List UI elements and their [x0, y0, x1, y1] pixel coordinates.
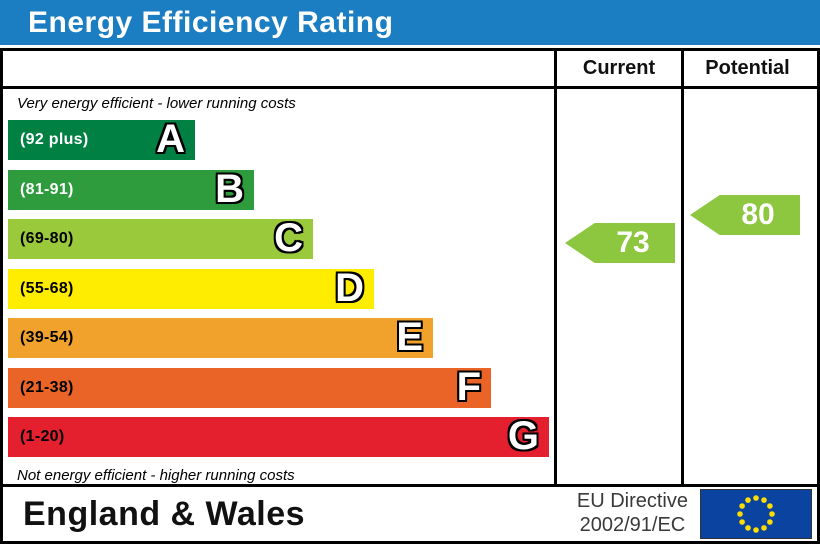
table-footer-row: England & Wales EU Directive 2002/91/EC	[3, 487, 817, 541]
band-letter: F	[456, 364, 481, 409]
band-letter: E	[396, 315, 423, 360]
band-row-d: (55-68) D	[8, 265, 554, 310]
region-label: England & Wales	[23, 494, 306, 533]
band-range-label: (92 plus)	[20, 131, 89, 148]
band-row-f: (21-38) F	[8, 364, 554, 409]
band-row-g: (1-20) G	[8, 414, 554, 459]
current-column-header: Current	[557, 51, 684, 86]
band-row-c: (69-80) C	[8, 216, 554, 261]
potential-rating-arrow: 80	[690, 195, 800, 235]
band-range-label: (39-54)	[20, 329, 74, 346]
band-range-label: (1-20)	[20, 428, 65, 445]
rating-table: Current Potential Very energy efficient …	[0, 48, 820, 544]
chart-title: Energy Efficiency Rating	[28, 5, 394, 39]
potential-rating-cell: 80	[684, 89, 811, 484]
current-rating-arrow: 73	[565, 223, 675, 263]
band-letter: D	[335, 265, 364, 310]
top-caption: Very energy efficient - lower running co…	[17, 95, 296, 112]
chart-title-bar: Energy Efficiency Rating	[0, 0, 820, 48]
band-row-e: (39-54) E	[8, 315, 554, 360]
potential-rating-value: 80	[741, 198, 775, 231]
potential-column-header: Potential	[705, 57, 790, 79]
band-letter: A	[156, 117, 185, 162]
band-row-b: (81-91) B	[8, 166, 554, 211]
band-range-label: (69-80)	[20, 230, 74, 247]
eu-directive-label: EU Directive 2002/91/EC	[577, 490, 688, 537]
current-rating-cell: 73	[557, 89, 684, 484]
eu-flag-icon	[700, 489, 812, 539]
table-header-row: Current Potential	[3, 51, 817, 89]
bottom-caption: Not energy efficient - higher running co…	[17, 466, 295, 484]
chart-header-cell-empty	[3, 51, 557, 86]
rating-bands: (92 plus) A (81-91) B (69-80) C (55-68) …	[3, 117, 554, 459]
eu-directive-line1: EU Directive	[576, 490, 688, 513]
band-range-label: (81-91)	[20, 180, 74, 198]
band-letter: C	[274, 216, 303, 261]
band-letter: B	[215, 166, 244, 211]
band-letter: G	[507, 414, 539, 459]
band-range-label: (21-38)	[20, 378, 74, 396]
current-rating-value: 73	[616, 226, 650, 259]
band-row-a: (92 plus) A	[8, 117, 554, 162]
table-body-row: Very energy efficient - lower running co…	[3, 89, 817, 487]
bands-chart-cell: Very energy efficient - lower running co…	[3, 89, 557, 484]
eu-directive-line2: 2002/91/EC	[579, 514, 686, 536]
band-range-label: (55-68)	[20, 279, 74, 297]
